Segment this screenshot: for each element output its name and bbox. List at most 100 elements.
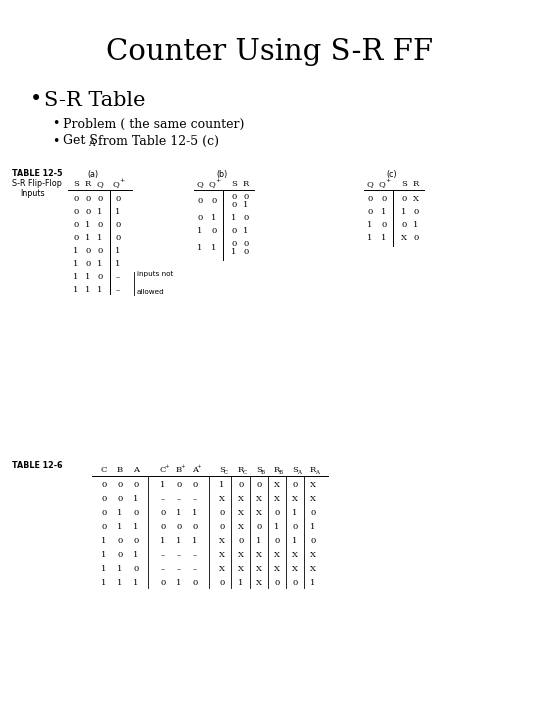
- Text: 1: 1: [102, 579, 107, 587]
- Text: X: X: [413, 195, 419, 203]
- Text: R: R: [310, 466, 316, 474]
- Text: 0: 0: [116, 195, 120, 203]
- Text: –: –: [116, 273, 120, 281]
- Text: 0: 0: [133, 509, 139, 517]
- Text: X: X: [256, 565, 262, 573]
- Text: 0: 0: [133, 565, 139, 573]
- Text: 0: 0: [102, 481, 106, 489]
- Text: 0: 0: [160, 523, 166, 531]
- Text: X: X: [238, 551, 244, 559]
- Text: 0: 0: [85, 260, 91, 268]
- Text: 1: 1: [211, 244, 217, 252]
- Text: 1: 1: [274, 523, 280, 531]
- Text: X: X: [256, 579, 262, 587]
- Text: R: R: [85, 180, 91, 188]
- Text: X: X: [256, 551, 262, 559]
- Text: S: S: [231, 180, 237, 188]
- Text: +: +: [165, 464, 170, 469]
- Text: –: –: [177, 565, 181, 573]
- Text: 0: 0: [177, 481, 181, 489]
- Text: 1: 1: [85, 286, 91, 294]
- Text: X: X: [219, 495, 225, 503]
- Text: 0: 0: [211, 227, 217, 235]
- Text: 0: 0: [102, 509, 106, 517]
- Text: 0: 0: [381, 221, 387, 229]
- Text: 0: 0: [238, 537, 244, 545]
- Text: Q: Q: [367, 180, 374, 188]
- Text: 0: 0: [231, 201, 237, 209]
- Text: 1: 1: [381, 234, 387, 242]
- Text: 0: 0: [231, 227, 237, 235]
- Text: 0: 0: [244, 248, 248, 256]
- Text: 0: 0: [97, 221, 103, 229]
- Text: •: •: [52, 117, 59, 130]
- Text: 0: 0: [274, 579, 280, 587]
- Text: S: S: [401, 180, 407, 188]
- Text: 0: 0: [73, 195, 79, 203]
- Text: S: S: [73, 180, 79, 188]
- Text: 0: 0: [192, 481, 198, 489]
- Text: B: B: [176, 466, 182, 474]
- Text: Get S: Get S: [63, 135, 98, 148]
- Text: X: X: [401, 234, 407, 242]
- Text: 0: 0: [85, 247, 91, 255]
- Text: B: B: [117, 466, 123, 474]
- Text: 0: 0: [133, 537, 139, 545]
- Text: 1: 1: [211, 214, 217, 222]
- Text: X: X: [310, 481, 316, 489]
- Text: 1: 1: [97, 234, 103, 242]
- Text: 0: 0: [238, 481, 244, 489]
- Text: X: X: [238, 509, 244, 517]
- Text: 1: 1: [133, 523, 139, 531]
- Text: S-R Table: S-R Table: [44, 91, 145, 109]
- Text: X: X: [310, 565, 316, 573]
- Text: 1: 1: [192, 509, 198, 517]
- Text: –: –: [193, 551, 197, 559]
- Text: X: X: [274, 551, 280, 559]
- Text: A: A: [315, 470, 319, 475]
- Text: R: R: [243, 180, 249, 188]
- Text: 1: 1: [160, 481, 166, 489]
- Text: 1: 1: [102, 537, 107, 545]
- Text: X: X: [219, 537, 225, 545]
- Text: 0: 0: [211, 197, 217, 205]
- Text: 1: 1: [116, 247, 120, 255]
- Text: 1: 1: [367, 234, 373, 242]
- Text: 0: 0: [117, 551, 123, 559]
- Text: X: X: [219, 565, 225, 573]
- Text: 0: 0: [310, 537, 315, 545]
- Text: 0: 0: [414, 234, 418, 242]
- Text: X: X: [219, 551, 225, 559]
- Text: 0: 0: [198, 197, 202, 205]
- Text: 1: 1: [97, 208, 103, 216]
- Text: 0: 0: [367, 195, 373, 203]
- Text: 1: 1: [85, 221, 91, 229]
- Text: C: C: [243, 470, 247, 475]
- Text: 1: 1: [73, 247, 79, 255]
- Text: –: –: [161, 565, 165, 573]
- Text: A: A: [192, 466, 198, 474]
- Text: X: X: [238, 565, 244, 573]
- Text: 0: 0: [274, 537, 280, 545]
- Text: 0: 0: [401, 195, 407, 203]
- Text: X: X: [292, 495, 298, 503]
- Text: 0: 0: [414, 208, 418, 216]
- Text: 0: 0: [102, 523, 106, 531]
- Text: 0: 0: [73, 234, 79, 242]
- Text: 1: 1: [401, 208, 407, 216]
- Text: Counter Using S-R FF: Counter Using S-R FF: [106, 38, 434, 66]
- Text: 1: 1: [413, 221, 418, 229]
- Text: 1: 1: [117, 523, 123, 531]
- Text: Q: Q: [112, 180, 119, 188]
- Text: X: X: [256, 509, 262, 517]
- Text: Q: Q: [197, 180, 204, 188]
- Text: 0: 0: [116, 221, 120, 229]
- Text: 1: 1: [85, 273, 91, 281]
- Text: +: +: [119, 179, 125, 184]
- Text: 1: 1: [73, 286, 79, 294]
- Text: B: B: [279, 470, 283, 475]
- Text: A: A: [297, 470, 301, 475]
- Text: –: –: [161, 495, 165, 503]
- Text: 0: 0: [133, 481, 139, 489]
- Text: S-R Flip-Flop: S-R Flip-Flop: [12, 179, 62, 189]
